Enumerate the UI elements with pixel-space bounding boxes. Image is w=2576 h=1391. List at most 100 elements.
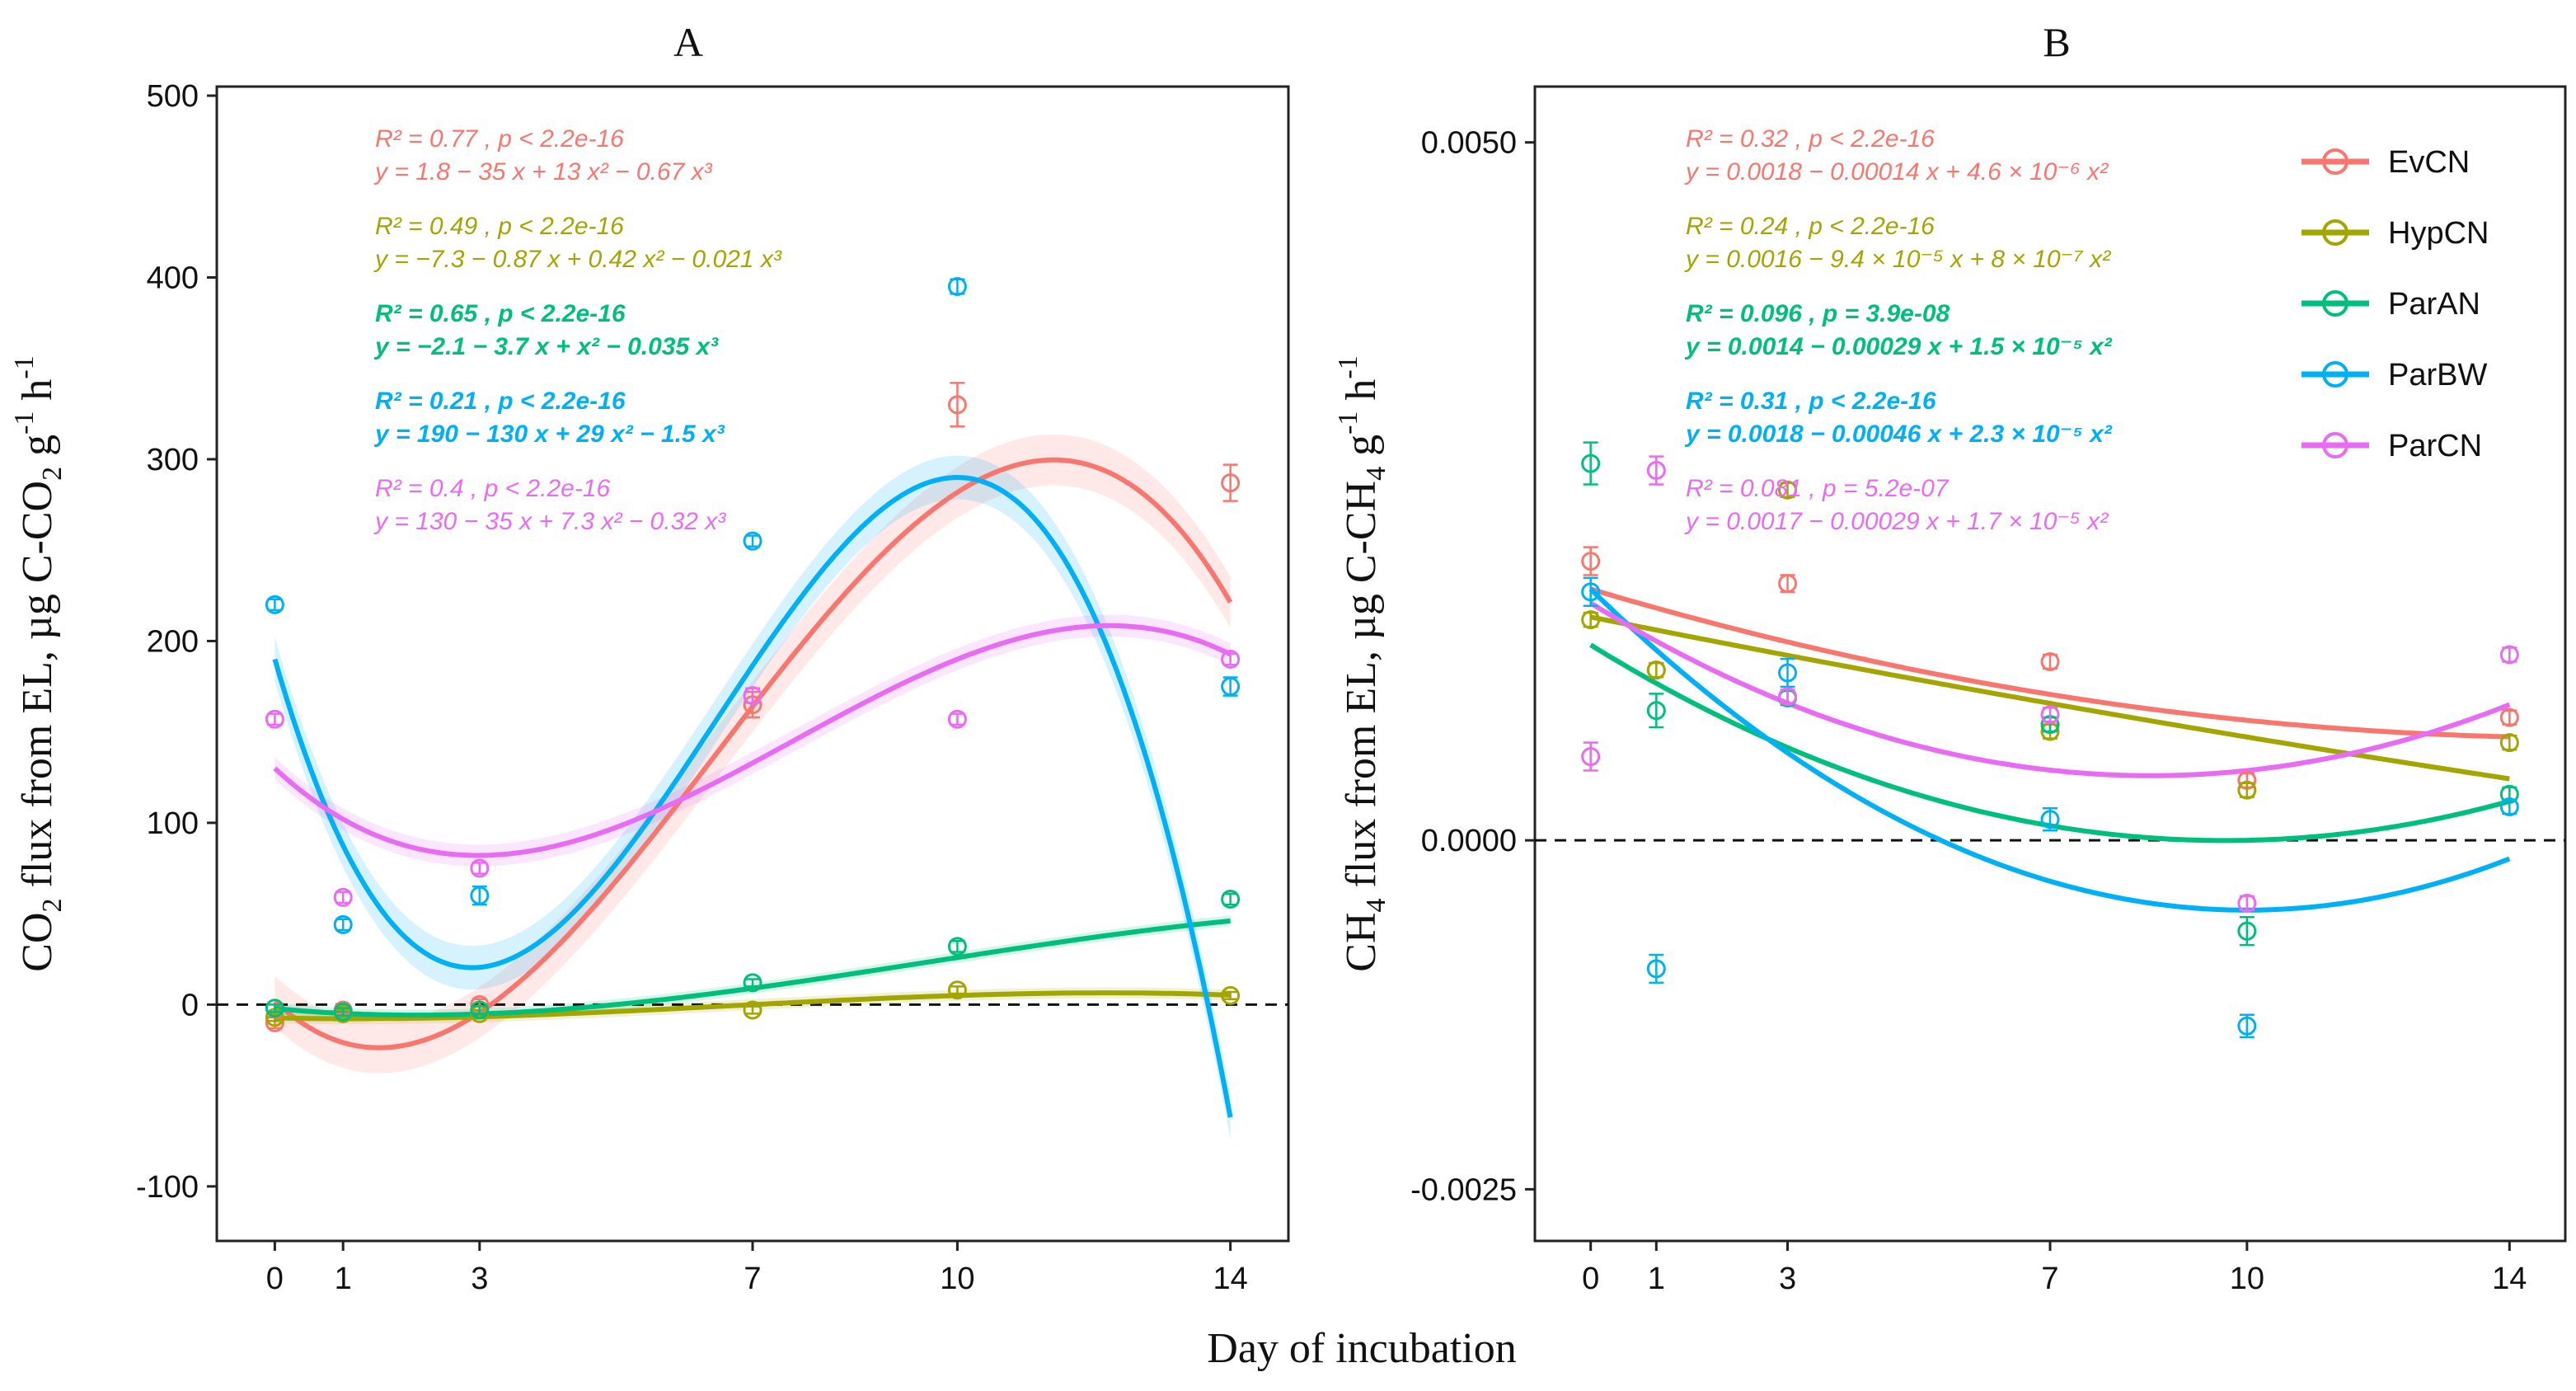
data-point-parcn [470,858,490,878]
x-axis-label: Day of incubation [1207,1325,1516,1372]
legend-label: ParAN [2388,287,2480,322]
y-tick-label: -100 [136,1170,199,1205]
data-point-paran [2237,916,2257,947]
data-point-hypcn [2499,733,2519,753]
y-tick-label: 0.0000 [1421,824,1517,858]
data-point-parbw [947,277,967,297]
data-point-parcn [947,709,967,729]
data-point-paran [947,937,967,956]
legend: EvCN HypCN ParAN ParBW ParCN [2302,145,2489,463]
panel-a-points [265,277,1241,1032]
y-tick-label: 100 [147,806,199,841]
x-tick-label: 1 [1648,1262,1665,1296]
fit-annotation-paran: R² = 0.65 , p < 2.2e-16 [375,300,626,327]
data-point-parbw [2499,797,2519,817]
legend-label: EvCN [2388,145,2470,180]
fit-annotation-parcn: R² = 0.081 , p = 5.2e-07 [1686,475,1950,502]
x-tick-label: 0 [1582,1262,1599,1296]
legend-label: ParBW [2388,358,2487,392]
data-point-parcn [1221,649,1241,669]
data-point-parbw [2237,1013,2257,1039]
data-point-paran [1581,441,1601,486]
panel-b-fit-curves [1535,586,2565,913]
x-tick-label: 14 [2492,1262,2527,1296]
data-point-evcn [1221,463,1241,502]
fit-annotation-hypcn: R² = 0.49 , p < 2.2e-16 [375,213,624,240]
fit-annotation-hypcn: y = −7.3 − 0.87 x + 0.42 x² − 0.021 x³ [373,246,782,273]
panel-a-title: A [673,19,703,65]
data-point-hypcn [1778,480,1798,500]
panel-a-x-axis: 0 1 3 7 10 14 [266,1241,1248,1296]
legend-item-evcn: EvCN [2302,145,2470,180]
data-point-hypcn [743,1000,762,1020]
data-point-parcn [1581,741,1601,772]
y-tick-label: 0 [181,988,199,1022]
data-point-parcn [743,686,762,706]
x-tick-label: 0 [266,1262,284,1296]
fit-annotation-parcn: R² = 0.4 , p < 2.2e-16 [375,475,610,502]
data-point-parbw [1778,657,1798,688]
data-point-parcn [2040,705,2060,725]
fit-annotation-parbw: R² = 0.31 , p < 2.2e-16 [1686,388,1936,415]
y-tick-label: 200 [147,624,199,659]
fit-annotation-parcn: y = 0.0017 − 0.00029 x + 1.7 × 10⁻⁵ x² [1684,508,2109,535]
data-point-parcn [2499,645,2519,665]
panel-b-y-axis-label: CH4 flux from EL, µg C-CH4 g-1 h-1 [1333,355,1391,971]
fit-curve-parbw [272,475,1233,1118]
legend-label: HypCN [2388,216,2489,251]
data-point-evcn [947,382,967,428]
data-point-evcn [1778,574,1798,594]
data-point-parbw [1646,953,1666,985]
data-point-paran [1646,693,1666,729]
confidence-ribbon-parbw [274,455,1231,1140]
fit-annotation-paran: y = −2.1 − 3.7 x + x² − 0.035 x³ [373,333,719,360]
panel-b-x-axis: 0 1 3 7 10 14 [1582,1241,2527,1296]
data-point-hypcn [2237,780,2257,800]
x-tick-label: 10 [940,1262,974,1296]
y-tick-label: 400 [147,261,199,295]
data-point-hypcn [1646,660,1666,680]
fit-annotation-parcn: y = 130 − 35 x + 7.3 x² − 0.32 x³ [373,508,726,535]
data-point-paran [265,999,284,1018]
legend-item-parbw: ParBW [2302,358,2487,392]
panel-a: A 0 1 3 7 10 14 -100 0 100 200 300 400 500 R² = 0.7… [9,19,1290,1296]
data-point-paran [333,1002,353,1022]
fit-annotation-evcn: R² = 0.77 , p < 2.2e-16 [375,125,624,153]
x-tick-label: 10 [2230,1262,2264,1296]
legend-item-paran: ParAN [2302,287,2480,322]
data-point-parcn [1778,687,1798,707]
fit-annotation-paran: R² = 0.096 , p = 3.9e-08 [1686,300,1950,327]
data-point-evcn [2040,651,2060,671]
fit-curve-parcn [1589,600,2511,778]
fit-curve-hypcn [1590,614,2510,782]
fit-annotation-paran: y = 0.0014 − 0.00029 x + 1.5 × 10⁻⁵ x² [1684,333,2113,360]
data-point-parbw [265,594,284,614]
fit-curve-evcn [1589,586,2510,740]
fit-annotation-evcn: y = 0.0018 − 0.00014 x + 4.6 × 10⁻⁶ x² [1684,158,2109,186]
panel-a-y-axis-label: CO2 flux from EL, µg C-CO2 g-1 h-1 [9,355,68,971]
data-point-parcn [265,709,284,729]
x-tick-label: 3 [471,1262,488,1296]
y-tick-label: 300 [147,443,199,477]
x-tick-label: 14 [1213,1262,1247,1296]
fit-curve-parbw [1588,587,2511,913]
fit-curve-paran [274,918,1231,1018]
data-point-parcn [2237,893,2257,913]
fit-curve-hypcn [274,990,1231,1022]
data-point-parbw [2040,806,2060,832]
legend-label: ParCN [2388,429,2482,463]
y-tick-label: -0.0025 [1410,1172,1517,1207]
data-point-parcn [1646,455,1666,486]
panel-b-title: B [2043,19,2070,65]
confidence-ribbon-evcn [274,434,1231,1074]
fit-annotation-evcn: R² = 0.32 , p < 2.2e-16 [1686,125,1935,153]
x-tick-label: 7 [2041,1262,2058,1296]
data-point-paran [470,1000,490,1020]
panel-b: B 0 1 3 7 10 14 -0.0025 0.0000 0.0050 R² = 0.32… [1333,19,2567,1296]
fit-annotation-evcn: y = 1.8 − 35 x + 13 x² − 0.67 x³ [373,158,713,186]
data-point-paran [743,973,762,993]
fit-annotation-hypcn: y = 0.0016 − 9.4 × 10⁻⁵ x + 8 × 10⁻⁷ x² [1684,246,2111,273]
confidence-ribbon-paran [274,915,1231,1021]
data-point-parbw [470,885,490,906]
